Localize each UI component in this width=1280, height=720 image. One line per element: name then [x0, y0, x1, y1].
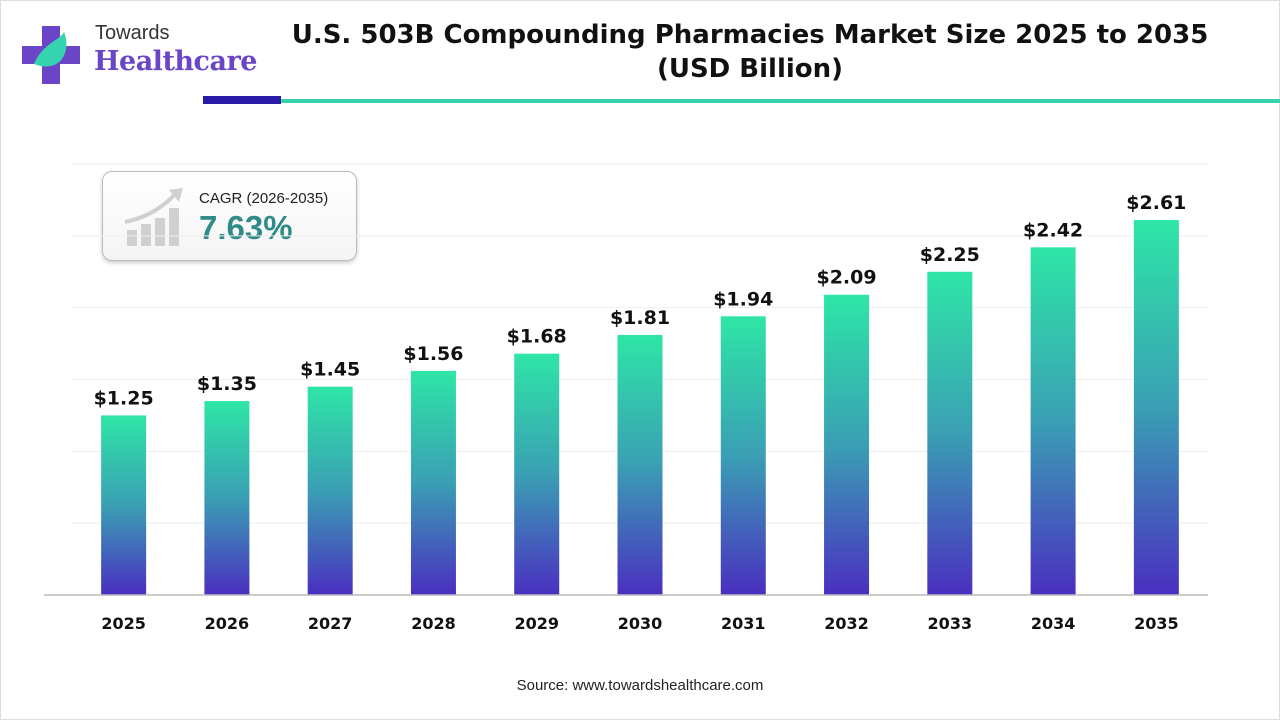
data-label: $1.25 — [94, 387, 154, 409]
title-line: U.S. 503B Compounding Pharmacies Market … — [291, 20, 1209, 50]
bar-2035 — [1133, 220, 1179, 595]
bar-2028 — [410, 370, 456, 595]
bar-2026 — [204, 401, 250, 595]
bar-2030 — [617, 334, 663, 595]
x-tick-label: 2028 — [411, 614, 456, 633]
x-tick-label: 2027 — [308, 614, 353, 633]
data-label: $2.09 — [816, 267, 876, 289]
x-tick-label: 2033 — [928, 614, 973, 633]
bar-2033 — [927, 271, 973, 595]
x-tick-label: 2029 — [514, 614, 559, 633]
x-tick-label: 2031 — [721, 614, 766, 633]
data-label: $1.35 — [197, 373, 257, 395]
bar-2027 — [307, 386, 353, 595]
accent-bar-dark — [203, 96, 281, 104]
brand-line1: Towards — [95, 22, 170, 44]
cagr-value: 7.63% — [199, 209, 293, 246]
data-label: $1.45 — [300, 359, 360, 381]
medical-cross-leaf-icon — [22, 26, 80, 84]
data-label: $2.61 — [1126, 192, 1186, 214]
brand-line2: Healthcare — [94, 46, 257, 77]
data-label: $1.56 — [403, 343, 463, 365]
source-text: Source: www.towardshealthcare.com — [516, 677, 764, 694]
x-tick-label: 2034 — [1031, 614, 1076, 633]
data-label: $1.81 — [610, 307, 670, 329]
data-label: $1.68 — [507, 326, 567, 348]
bar-2029 — [514, 353, 560, 595]
cagr-label: CAGR (2026-2035) — [199, 190, 329, 207]
accent-bar-teal — [281, 99, 1280, 103]
data-label: $2.42 — [1023, 219, 1083, 241]
bar-2032 — [824, 294, 870, 595]
growth-chart-icon — [124, 188, 183, 246]
bar-2031 — [720, 316, 766, 595]
x-tick-label: 2025 — [101, 614, 146, 633]
x-tick-label: 2032 — [824, 614, 869, 633]
logo: Towards Healthcare — [20, 20, 260, 85]
bar-2034 — [1030, 247, 1076, 595]
data-label: $1.94 — [713, 288, 773, 310]
subtitle-line: (USD Billion) — [656, 54, 844, 84]
x-tick-label: 2030 — [618, 614, 663, 633]
cagr-box: CAGR (2026-2035) 7.63% — [102, 171, 357, 261]
bar-2025 — [101, 415, 147, 595]
x-tick-label: 2035 — [1134, 614, 1179, 633]
data-label: $2.25 — [920, 244, 980, 266]
chart-title: U.S. 503B Compounding Pharmacies Market … — [290, 18, 1210, 86]
x-tick-label: 2026 — [205, 614, 250, 633]
